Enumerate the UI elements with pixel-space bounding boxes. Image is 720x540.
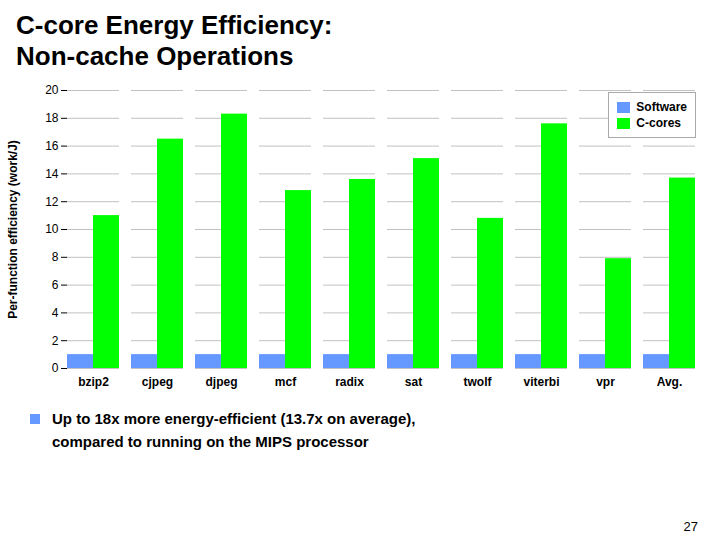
svg-text:cjpeg: cjpeg: [142, 375, 173, 389]
html-text:Software: Software: [636, 100, 687, 115]
svg-text:10: 10: [45, 223, 59, 237]
svg-text:vpr: vpr: [596, 375, 615, 389]
svg-text:Per-function efficiency (work/: Per-function efficiency (work/J): [6, 141, 20, 320]
html-text:Non-cache Operations: Non-cache Operations: [16, 41, 294, 72]
svg-text:2: 2: [52, 334, 59, 348]
svg-text:Avg.: Avg.: [657, 375, 683, 389]
svg-text:12: 12: [45, 195, 59, 209]
svg-text:bzip2: bzip2: [78, 375, 109, 389]
svg-text:sat: sat: [405, 375, 422, 389]
svg-text:16: 16: [45, 139, 59, 153]
svg-text:radix: radix: [335, 375, 364, 389]
svg-text:0: 0: [52, 362, 59, 376]
svg-text:8: 8: [52, 251, 59, 265]
html-text:Up to 18x more energy-efficien: Up to 18x more energy-efficient (13.7x o…: [52, 410, 416, 428]
svg-text:6: 6: [52, 278, 59, 292]
svg-text:djpeg: djpeg: [206, 375, 238, 389]
svg-text:mcf: mcf: [275, 375, 297, 389]
html-text:27: 27: [683, 519, 698, 534]
html-text:C-cores: C-cores: [636, 116, 681, 131]
svg-text:18: 18: [45, 112, 59, 126]
svg-text:14: 14: [45, 167, 59, 181]
html-text:compared to running on the MIP: compared to running on the MIPS processo…: [52, 432, 369, 450]
svg-text:4: 4: [52, 306, 59, 320]
svg-text:twolf: twolf: [464, 375, 493, 389]
svg-text:viterbi: viterbi: [523, 375, 559, 389]
svg-text:20: 20: [45, 84, 59, 98]
html-text:C-core Energy Efficiency:: C-core Energy Efficiency:: [16, 10, 333, 40]
